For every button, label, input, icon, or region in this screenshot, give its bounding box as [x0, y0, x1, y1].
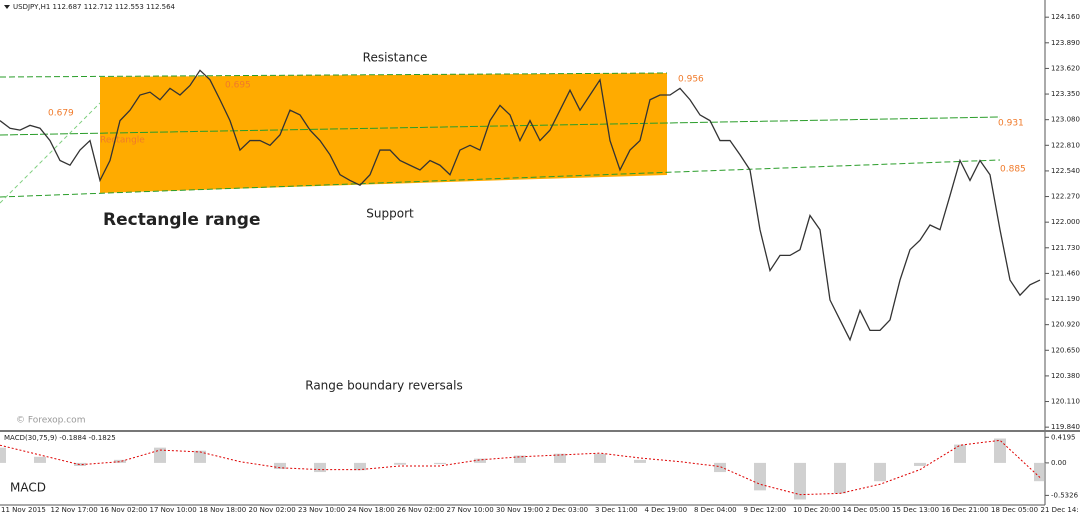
level-label: 0.695: [225, 81, 251, 91]
rectangle-zone: [100, 73, 667, 193]
level-label: 0.931: [998, 119, 1024, 129]
x-tick-label: 15 Dec 13:00: [892, 506, 939, 514]
y-tick-label: 119.840: [1051, 423, 1080, 431]
x-tick-label: 23 Nov 10:00: [298, 506, 345, 514]
y-tick-label: 121.730: [1051, 244, 1080, 252]
level-label: 0.956: [678, 75, 704, 85]
histogram-bar: [194, 450, 206, 463]
y-tick-label: 121.190: [1051, 295, 1080, 303]
y-tick-label: 122.000: [1051, 218, 1080, 226]
diagonal-line: [0, 102, 101, 204]
x-tick-label: 11 Nov 2015: [1, 506, 46, 514]
y-tick-label: 0.00: [1051, 459, 1067, 467]
x-tick-label: 4 Dec 19:00: [645, 506, 688, 514]
histogram-bar: [714, 462, 726, 473]
x-tick-label: 21 Dec 14:: [1041, 506, 1079, 514]
x-tick-label: 27 Nov 10:00: [447, 506, 494, 514]
x-tick-label: 16 Nov 02:00: [100, 506, 147, 514]
x-tick-label: 9 Dec 12:00: [744, 506, 787, 514]
x-tick-label: 24 Nov 18:00: [348, 506, 395, 514]
histogram-bar: [794, 462, 806, 500]
histogram-bar: [754, 462, 766, 491]
x-tick-label: 3 Dec 11:00: [595, 506, 638, 514]
y-tick-label: 122.540: [1051, 167, 1080, 175]
x-tick-label: 2 Dec 03:00: [546, 506, 589, 514]
histogram-bar: [994, 438, 1006, 463]
histogram-bar: [914, 462, 926, 466]
y-tick-label: 0.4195: [1051, 433, 1076, 441]
price-line: [0, 69, 1041, 342]
histogram-bar: [354, 462, 366, 471]
y-tick-label: -0.5326: [1051, 491, 1079, 499]
histogram-bar: [314, 462, 326, 473]
x-tick-label: 8 Dec 04:00: [694, 506, 737, 514]
histogram-bar: [34, 456, 46, 463]
y-tick-label: 121.460: [1051, 269, 1080, 277]
x-tick-label: 26 Nov 02:00: [397, 506, 444, 514]
y-tick-label: 123.620: [1051, 64, 1080, 72]
y-tick-label: 120.920: [1051, 321, 1080, 329]
y-tick-label: 122.270: [1051, 193, 1080, 201]
level-label: 0.885: [1000, 165, 1026, 175]
annotation: Support: [366, 207, 414, 221]
histogram-bar: [274, 462, 286, 469]
y-tick-label: 123.350: [1051, 90, 1080, 98]
histogram-bar: [594, 453, 606, 463]
copyright: © Forexop.com: [16, 416, 85, 426]
histogram-bar: [1034, 462, 1046, 482]
y-tick-label: 124.160: [1051, 13, 1080, 21]
histogram-bar: [74, 462, 86, 466]
histogram-bar: [554, 453, 566, 463]
histogram-bar: [434, 462, 446, 465]
histogram-bar: [474, 458, 486, 463]
x-tick-label: 14 Dec 05:00: [843, 506, 890, 514]
mid-line: [0, 116, 1001, 136]
histogram-bar: [394, 462, 406, 465]
x-tick-label: 30 Nov 19:00: [496, 506, 543, 514]
histogram-bar: [954, 444, 966, 463]
x-tick-label: 18 Nov 18:00: [199, 506, 246, 514]
support-line: [0, 159, 1001, 198]
x-tick-label: 18 Dec 05:00: [991, 506, 1038, 514]
y-tick-label: 120.110: [1051, 398, 1080, 406]
x-tick-label: 17 Nov 10:00: [150, 506, 197, 514]
macd-title: MACD(30,75,9) -0.1884 -0.1825: [4, 434, 116, 442]
histogram-bar: [634, 459, 646, 463]
y-tick-label: 122.810: [1051, 141, 1080, 149]
y-tick-label: 123.890: [1051, 39, 1080, 47]
histogram-bar: [0, 447, 6, 463]
histogram-bar: [514, 455, 526, 463]
x-tick-label: 16 Dec 21:00: [942, 506, 989, 514]
header: USDJPY,H1 112.687 112.712 112.553 112.56…: [13, 3, 176, 11]
signal-line: [0, 439, 1041, 496]
x-tick-label: 20 Nov 02:00: [249, 506, 296, 514]
resistance-line: [0, 72, 668, 78]
level-label: Rectangle: [100, 136, 145, 146]
histogram-bar: [834, 462, 846, 494]
menu-arrow[interactable]: [4, 5, 10, 9]
annotation: Range boundary reversals: [305, 379, 463, 393]
y-tick-label: 120.380: [1051, 372, 1080, 380]
level-label: 0.679: [48, 109, 74, 119]
histogram-bar: [114, 459, 126, 463]
x-tick-label: 12 Nov 17:00: [51, 506, 98, 514]
histogram-bar: [874, 462, 886, 482]
x-tick-label: 10 Dec 20:00: [793, 506, 840, 514]
annotation: Resistance: [363, 51, 428, 65]
macd-label: MACD: [10, 481, 46, 495]
y-tick-label: 120.650: [1051, 346, 1080, 354]
annotation: Rectangle range: [103, 210, 261, 230]
y-tick-label: 123.080: [1051, 116, 1080, 124]
